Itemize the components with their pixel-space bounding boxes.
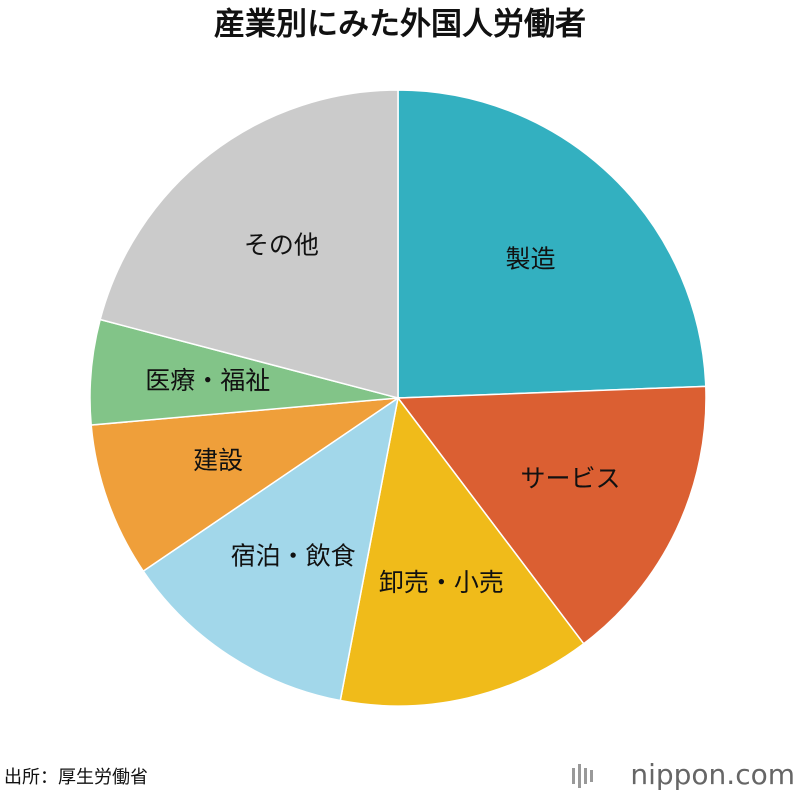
slice xyxy=(90,396,401,573)
slice xyxy=(397,89,707,399)
slice-label: 宿泊・飲食 xyxy=(231,542,356,571)
slice-label: サービス xyxy=(521,464,621,493)
logo-icon xyxy=(572,764,593,788)
slice xyxy=(99,89,399,399)
chart-title: 産業別にみた外国人労働者 xyxy=(214,7,586,43)
source: 出所：厚生労働省 xyxy=(4,767,148,788)
slice xyxy=(142,396,400,702)
slice-label: その他 xyxy=(244,231,319,260)
slice-label: 卸売・小売 xyxy=(379,568,504,597)
logo: nippon.com xyxy=(630,758,795,791)
slice xyxy=(396,385,707,645)
slice-label: 建設 xyxy=(193,446,243,475)
slice xyxy=(339,396,585,707)
slice-label: 医療・福祉 xyxy=(145,366,270,395)
slice-label: 製造 xyxy=(505,244,555,273)
pie xyxy=(89,89,707,707)
